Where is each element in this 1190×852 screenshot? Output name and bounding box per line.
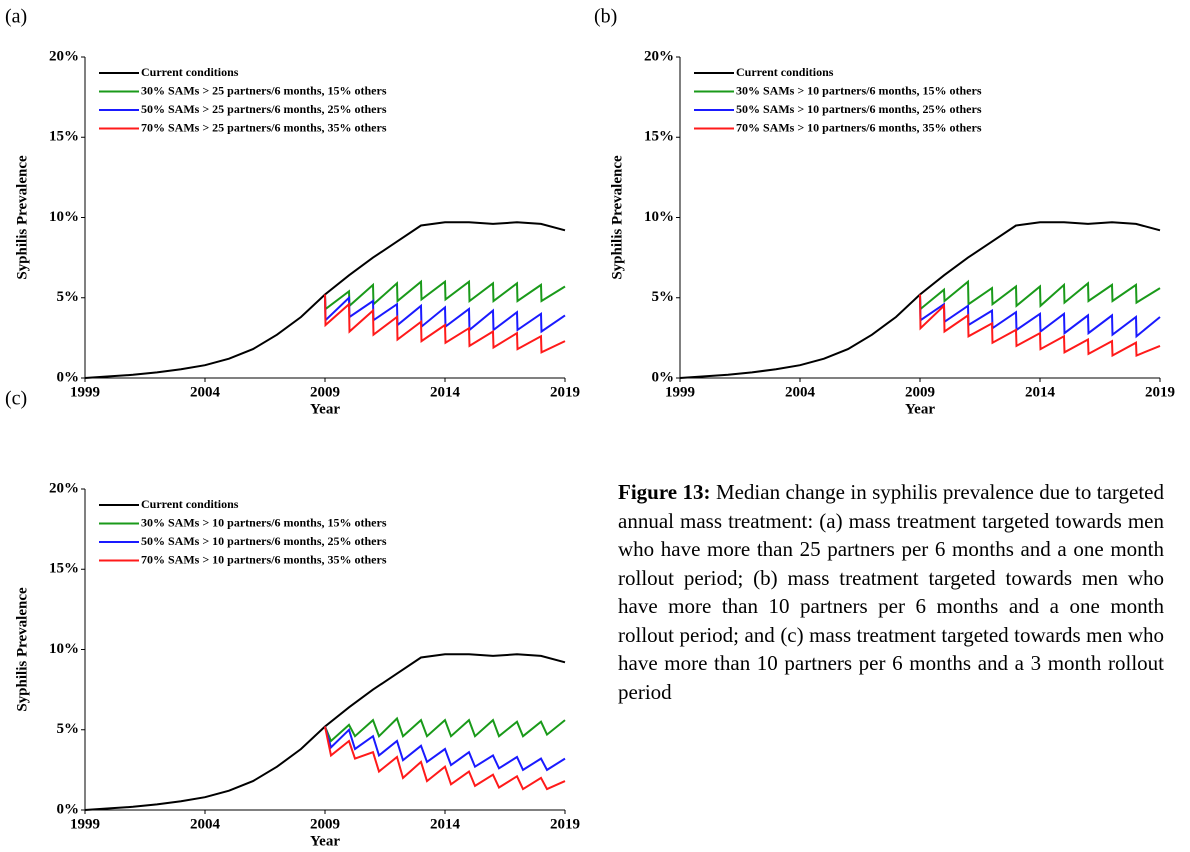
y-tick-label: 15% <box>644 129 674 145</box>
y-axis-label: Syphilis Prevalence <box>14 155 30 280</box>
y-tick-label: 10% <box>644 209 674 225</box>
x-tick-label: 2004 <box>190 816 221 832</box>
x-tick-label: 2009 <box>905 384 935 400</box>
caption-label: Figure 13: <box>618 480 711 504</box>
x-tick-label: 1999 <box>70 384 100 400</box>
legend-label: 50% SAMs > 25 partners/6 months, 25% oth… <box>141 102 387 116</box>
x-tick-label: 2014 <box>1025 384 1056 400</box>
y-tick-label: 20% <box>49 48 79 64</box>
y-axis-label: Syphilis Prevalence <box>609 155 625 280</box>
y-tick-label: 0% <box>652 369 675 385</box>
legend-label: 30% SAMs > 10 partners/6 months, 15% oth… <box>736 83 982 97</box>
legend-label: Current conditions <box>141 65 239 79</box>
series-line <box>324 294 566 354</box>
x-axis-label: Year <box>905 401 935 417</box>
y-tick-label: 15% <box>49 561 79 577</box>
y-tick-label: 10% <box>49 641 79 657</box>
x-axis-label: Year <box>310 401 340 417</box>
y-tick-label: 0% <box>57 369 80 385</box>
legend-label: Current conditions <box>141 497 239 511</box>
legend-label: 30% SAMs > 10 partners/6 months, 15% oth… <box>141 515 387 529</box>
legend-label: 70% SAMs > 10 partners/6 months, 35% oth… <box>736 120 982 134</box>
y-axis-label: Syphilis Prevalence <box>14 587 30 712</box>
x-tick-label: 2014 <box>430 816 461 832</box>
series-line <box>324 294 566 334</box>
legend-label: 50% SAMs > 10 partners/6 months, 25% oth… <box>141 534 387 548</box>
y-tick-label: 5% <box>57 721 80 737</box>
y-tick-label: 20% <box>49 480 79 496</box>
x-tick-label: 2004 <box>190 384 221 400</box>
legend-label: Current conditions <box>736 65 834 79</box>
x-tick-label: 2019 <box>550 816 580 832</box>
caption: Figure 13: Median change in syphilis pre… <box>618 478 1164 706</box>
y-tick-label: 0% <box>57 801 80 817</box>
legend-label: 70% SAMs > 25 partners/6 months, 35% oth… <box>141 120 387 134</box>
y-tick-label: 10% <box>49 209 79 225</box>
y-tick-label: 20% <box>644 48 674 64</box>
y-tick-label: 5% <box>652 289 675 305</box>
legend-label: 30% SAMs > 25 partners/6 months, 15% oth… <box>141 83 387 97</box>
panel-label: (c) <box>5 388 27 410</box>
series-line <box>324 279 566 311</box>
caption-text: Median change in syphilis prevalence due… <box>618 480 1164 704</box>
y-tick-label: 5% <box>57 289 80 305</box>
x-tick-label: 2009 <box>310 816 340 832</box>
x-tick-label: 1999 <box>665 384 695 400</box>
series-line <box>84 653 566 811</box>
series-line <box>324 726 566 772</box>
series-line <box>919 279 1161 312</box>
x-tick-label: 2019 <box>550 384 580 400</box>
x-axis-label: Year <box>310 833 340 849</box>
legend-label: 70% SAMs > 10 partners/6 months, 35% oth… <box>141 552 387 566</box>
x-tick-label: 1999 <box>70 816 100 832</box>
series-line <box>324 726 566 791</box>
series-line <box>919 294 1161 339</box>
x-tick-label: 2004 <box>785 384 816 400</box>
x-tick-label: 2009 <box>310 384 340 400</box>
y-tick-label: 15% <box>49 129 79 145</box>
panel-label: (a) <box>5 6 27 28</box>
legend-label: 50% SAMs > 10 partners/6 months, 25% oth… <box>736 102 982 116</box>
x-tick-label: 2014 <box>430 384 461 400</box>
series-line <box>324 716 566 743</box>
x-tick-label: 2019 <box>1145 384 1175 400</box>
panel-label: (b) <box>594 6 617 28</box>
series-line <box>919 294 1161 358</box>
